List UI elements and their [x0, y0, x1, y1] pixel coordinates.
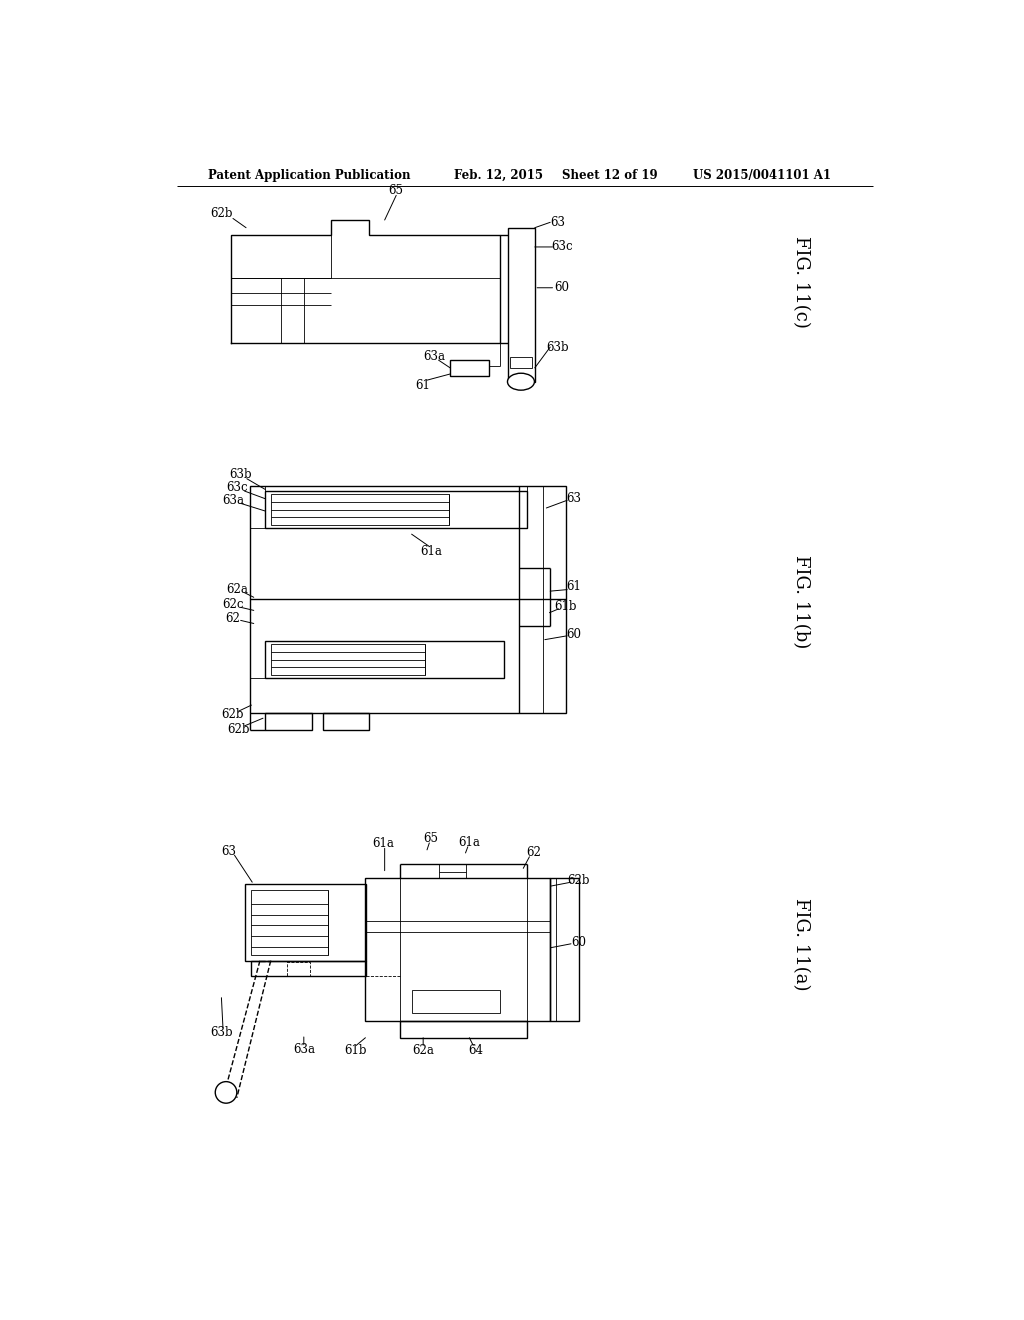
Text: FIG. 11(b): FIG. 11(b)	[792, 554, 809, 648]
Text: 63b: 63b	[210, 1026, 232, 1039]
Bar	[265, 713, 311, 730]
Bar	[400, 1020, 527, 1038]
Bar	[251, 961, 367, 977]
Bar	[366, 878, 550, 1020]
Text: 63a: 63a	[222, 494, 244, 507]
Text: Sheet 12 of 19: Sheet 12 of 19	[562, 169, 657, 182]
Bar	[323, 713, 370, 730]
Text: 60: 60	[554, 281, 569, 294]
Bar	[265, 491, 527, 528]
Bar	[250, 486, 565, 713]
Text: 65: 65	[423, 832, 438, 845]
Text: FIG. 11(c): FIG. 11(c)	[792, 236, 809, 327]
Text: 61b: 61b	[344, 1044, 367, 1056]
Text: 62b: 62b	[227, 723, 250, 737]
Bar	[265, 642, 504, 678]
Text: 62b: 62b	[221, 708, 244, 721]
Text: 63a: 63a	[424, 350, 445, 363]
Text: 63: 63	[221, 845, 237, 858]
Text: 62: 62	[225, 612, 241, 626]
Text: FIG. 11(a): FIG. 11(a)	[792, 898, 809, 990]
Text: 63a: 63a	[293, 1043, 314, 1056]
Text: 61: 61	[416, 379, 431, 392]
Text: 63: 63	[566, 492, 581, 506]
Text: 65: 65	[389, 185, 403, 197]
Text: 61a: 61a	[420, 545, 441, 557]
Bar	[271, 494, 449, 525]
Text: 60: 60	[571, 936, 586, 949]
Bar	[251, 890, 328, 954]
Bar	[451, 360, 488, 376]
Text: 63c: 63c	[226, 480, 248, 494]
Text: 61a: 61a	[459, 836, 480, 849]
Ellipse shape	[215, 1081, 237, 1104]
Text: Patent Application Publication: Patent Application Publication	[208, 169, 410, 182]
Text: 62: 62	[526, 846, 541, 859]
Text: Feb. 12, 2015: Feb. 12, 2015	[454, 169, 543, 182]
Text: 61a: 61a	[372, 837, 394, 850]
Bar	[271, 644, 425, 675]
Bar	[245, 884, 367, 961]
Text: 62a: 62a	[226, 583, 248, 597]
Text: 62c: 62c	[222, 598, 244, 611]
Text: 60: 60	[566, 628, 581, 640]
Bar	[230, 235, 331, 277]
Bar	[510, 358, 531, 368]
Text: 63b: 63b	[229, 467, 252, 480]
Bar	[550, 878, 580, 1020]
Text: 63c: 63c	[551, 240, 572, 253]
Ellipse shape	[508, 374, 535, 391]
Text: US 2015/0041101 A1: US 2015/0041101 A1	[692, 169, 830, 182]
Text: 62b: 62b	[567, 874, 590, 887]
Text: 63b: 63b	[547, 341, 569, 354]
Bar	[508, 227, 535, 381]
Text: 62b: 62b	[210, 207, 232, 220]
Text: 61: 61	[566, 579, 581, 593]
Text: 63: 63	[551, 215, 565, 228]
Bar	[287, 962, 310, 977]
Bar	[412, 990, 500, 1014]
Text: 61b: 61b	[554, 601, 577, 612]
Text: 64: 64	[468, 1044, 483, 1056]
Text: 62a: 62a	[413, 1044, 434, 1056]
